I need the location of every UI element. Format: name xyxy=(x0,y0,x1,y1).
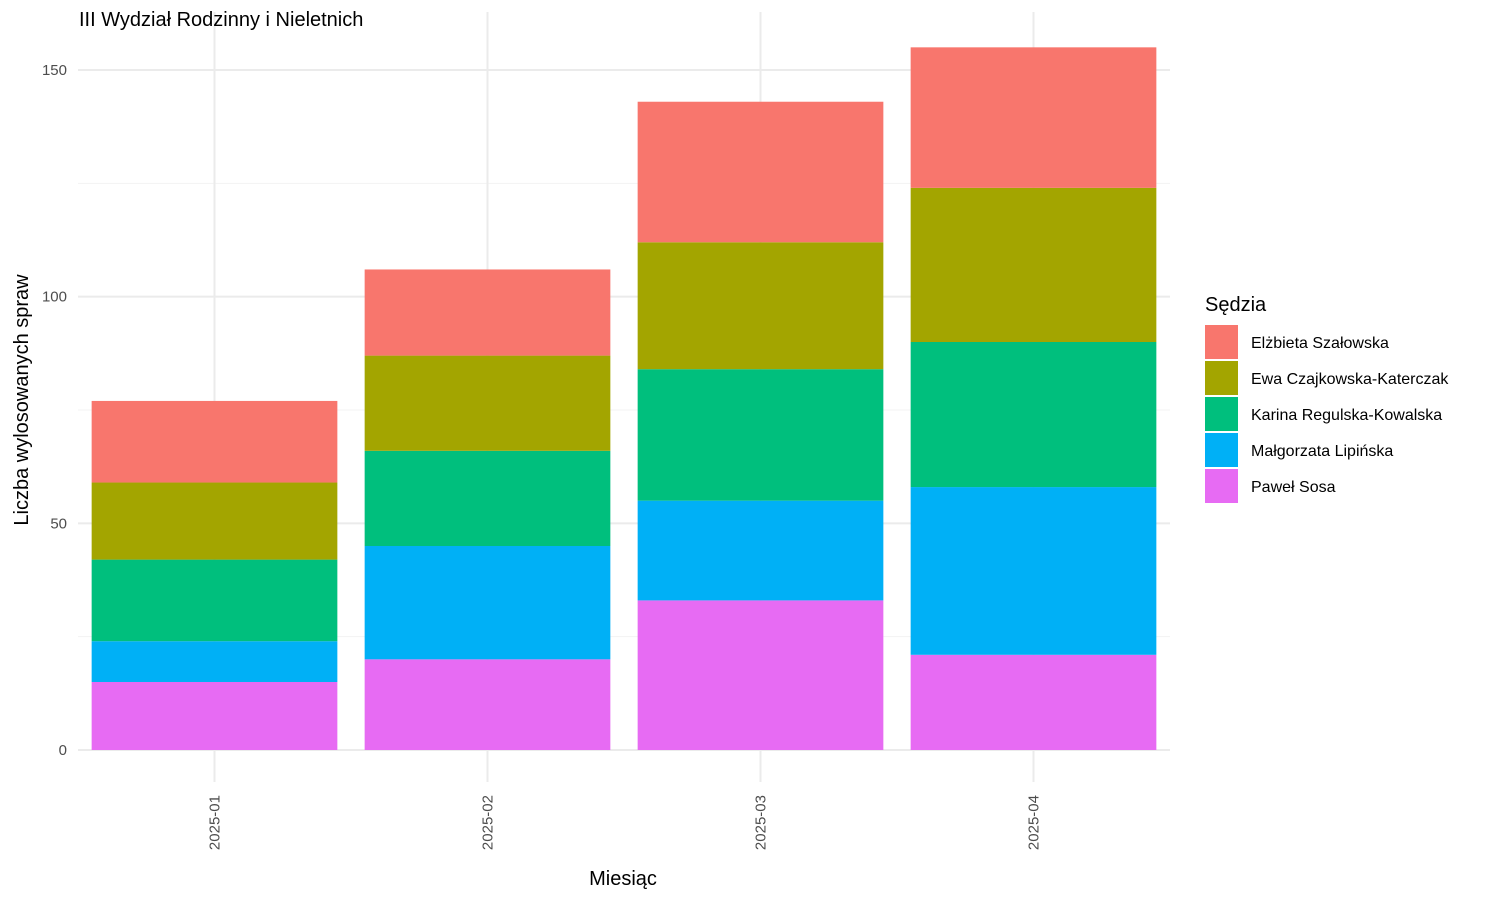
legend-items: Elżbieta Szałowska Ewa Czajkowska-Katercz… xyxy=(1205,325,1449,503)
legend-swatch xyxy=(1205,325,1238,359)
bar-segment xyxy=(910,487,1157,655)
bar-segment xyxy=(637,500,884,601)
legend-swatch xyxy=(1205,433,1238,467)
legend-label: Karina Regulska-Kowalska xyxy=(1251,407,1442,424)
bar-segment xyxy=(91,400,338,483)
bar-segment xyxy=(637,600,884,750)
bar-segment xyxy=(91,682,338,750)
y-tick-label: 150 xyxy=(42,62,67,79)
legend-label: Paweł Sosa xyxy=(1251,479,1336,496)
y-axis-ticks: 0 50 100 150 xyxy=(42,62,67,759)
x-axis-title: Miesiąc xyxy=(589,868,657,890)
x-tick-label: 2025-02 xyxy=(480,795,497,850)
y-tick-label: 100 xyxy=(42,289,67,306)
bar-segment xyxy=(364,659,611,750)
legend-label: Elżbieta Szałowska xyxy=(1251,335,1389,352)
x-tick-label: 2025-01 xyxy=(207,795,224,850)
bar-segment xyxy=(637,369,884,501)
legend-swatch xyxy=(1205,469,1238,503)
x-axis-ticks: 2025-01 2025-02 2025-03 2025-04 xyxy=(207,795,1043,850)
y-axis-title: Liczba wylosowanych spraw xyxy=(11,274,33,526)
bar-segment xyxy=(91,482,338,560)
bar-segment xyxy=(910,654,1157,750)
bar-segment xyxy=(91,559,338,642)
legend-title: Sędzia xyxy=(1205,294,1267,316)
bar-segment xyxy=(910,187,1157,342)
legend-swatch xyxy=(1205,397,1238,431)
chart-title: III Wydział Rodzinny i Nieletnich xyxy=(79,9,363,31)
bar-segment xyxy=(364,546,611,660)
legend-label: Ewa Czajkowska-Katerczak xyxy=(1251,371,1449,388)
bar-segment xyxy=(910,342,1157,488)
bars-layer xyxy=(91,47,1157,750)
y-tick-label: 50 xyxy=(50,515,67,532)
bar-segment xyxy=(364,355,611,451)
bar-segment xyxy=(910,47,1157,188)
bar-segment xyxy=(637,101,884,243)
legend-swatch xyxy=(1205,361,1238,395)
bar-segment xyxy=(91,641,338,682)
y-tick-label: 0 xyxy=(59,742,67,759)
bar-segment xyxy=(364,269,611,356)
bar-segment xyxy=(637,242,884,370)
bar-segment xyxy=(364,450,611,546)
legend-label: Małgorzata Lipińska xyxy=(1251,443,1393,460)
legend: Sędzia Elżbieta Szałowska Ewa Czajkowska-… xyxy=(1205,294,1449,503)
x-tick-label: 2025-04 xyxy=(1026,795,1043,850)
x-tick-label: 2025-03 xyxy=(753,795,770,850)
